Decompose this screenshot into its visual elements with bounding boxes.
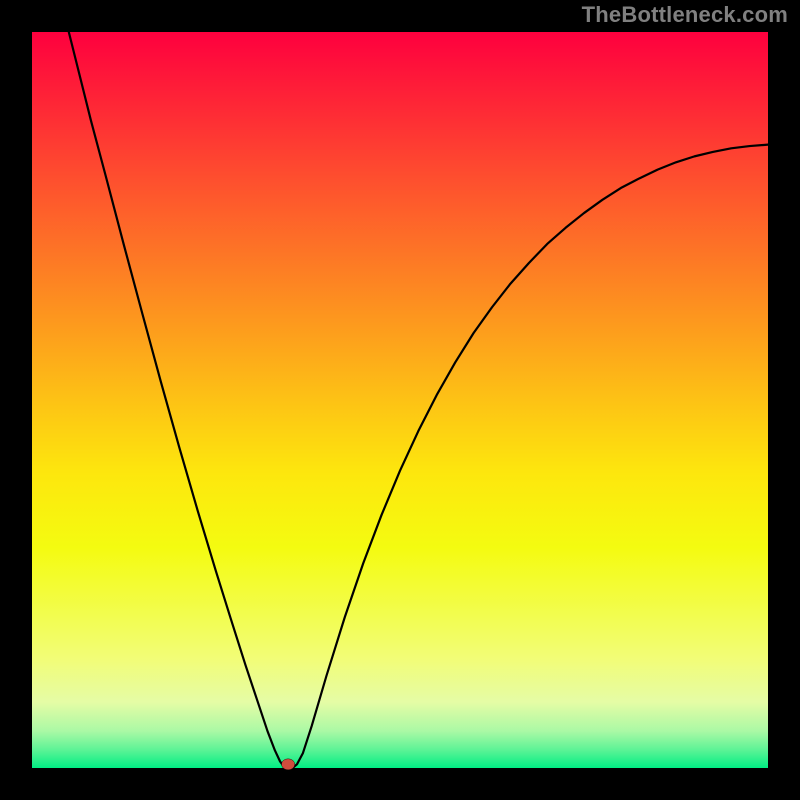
optimum-marker — [282, 759, 295, 770]
plot-background — [32, 32, 768, 768]
chart-container: TheBottleneck.com — [0, 0, 800, 800]
bottleneck-chart — [0, 0, 800, 800]
watermark-label: TheBottleneck.com — [582, 2, 788, 28]
